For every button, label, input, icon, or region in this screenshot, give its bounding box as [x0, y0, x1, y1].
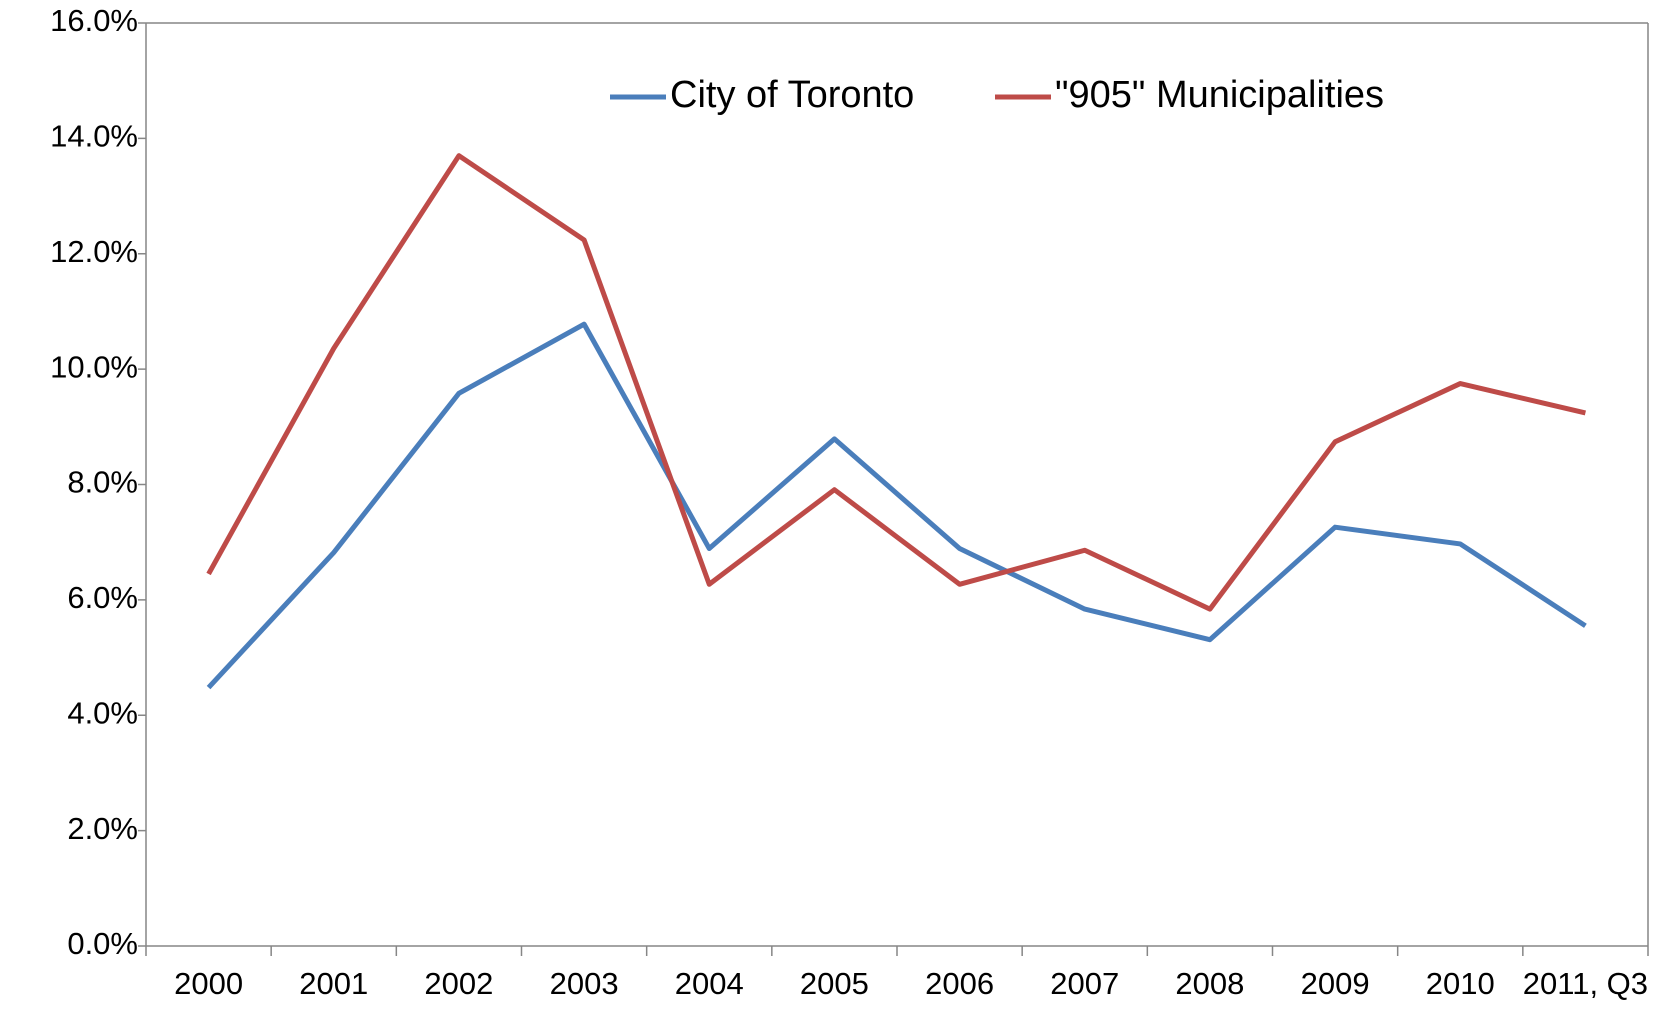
x-tick-label: 2000: [174, 966, 243, 1001]
y-tick-label: 2.0%: [67, 811, 138, 846]
y-tick-label: 6.0%: [67, 580, 138, 615]
x-tick-label: 2008: [1175, 966, 1244, 1001]
x-tick-label: 2010: [1426, 966, 1495, 1001]
x-tick-label: 2001: [299, 966, 368, 1001]
legend-label: "905" Municipalities: [1055, 74, 1384, 116]
y-tick-label: 8.0%: [67, 465, 138, 500]
x-tick-label: 2003: [550, 966, 619, 1001]
legend-label: City of Toronto: [670, 74, 914, 116]
series-line: [206, 321, 1587, 690]
y-tick-label: 10.0%: [50, 349, 138, 384]
series-line: [206, 153, 1586, 612]
y-tick-label: 12.0%: [50, 234, 138, 269]
x-tick-label: 2007: [1050, 966, 1119, 1001]
y-tick-label: 14.0%: [50, 119, 138, 154]
x-tick-label: 2006: [925, 966, 994, 1001]
y-tick-label: 16.0%: [50, 3, 138, 38]
x-tick-label: 2005: [800, 966, 869, 1001]
x-tick-label: 2011, Q3: [1523, 966, 1648, 1001]
x-tick-label: 2004: [675, 966, 744, 1001]
y-tick-label: 0.0%: [67, 926, 138, 961]
y-tick-label: 4.0%: [67, 695, 138, 730]
x-tick-label: 2002: [424, 966, 493, 1001]
x-tick-label: 2009: [1301, 966, 1370, 1001]
